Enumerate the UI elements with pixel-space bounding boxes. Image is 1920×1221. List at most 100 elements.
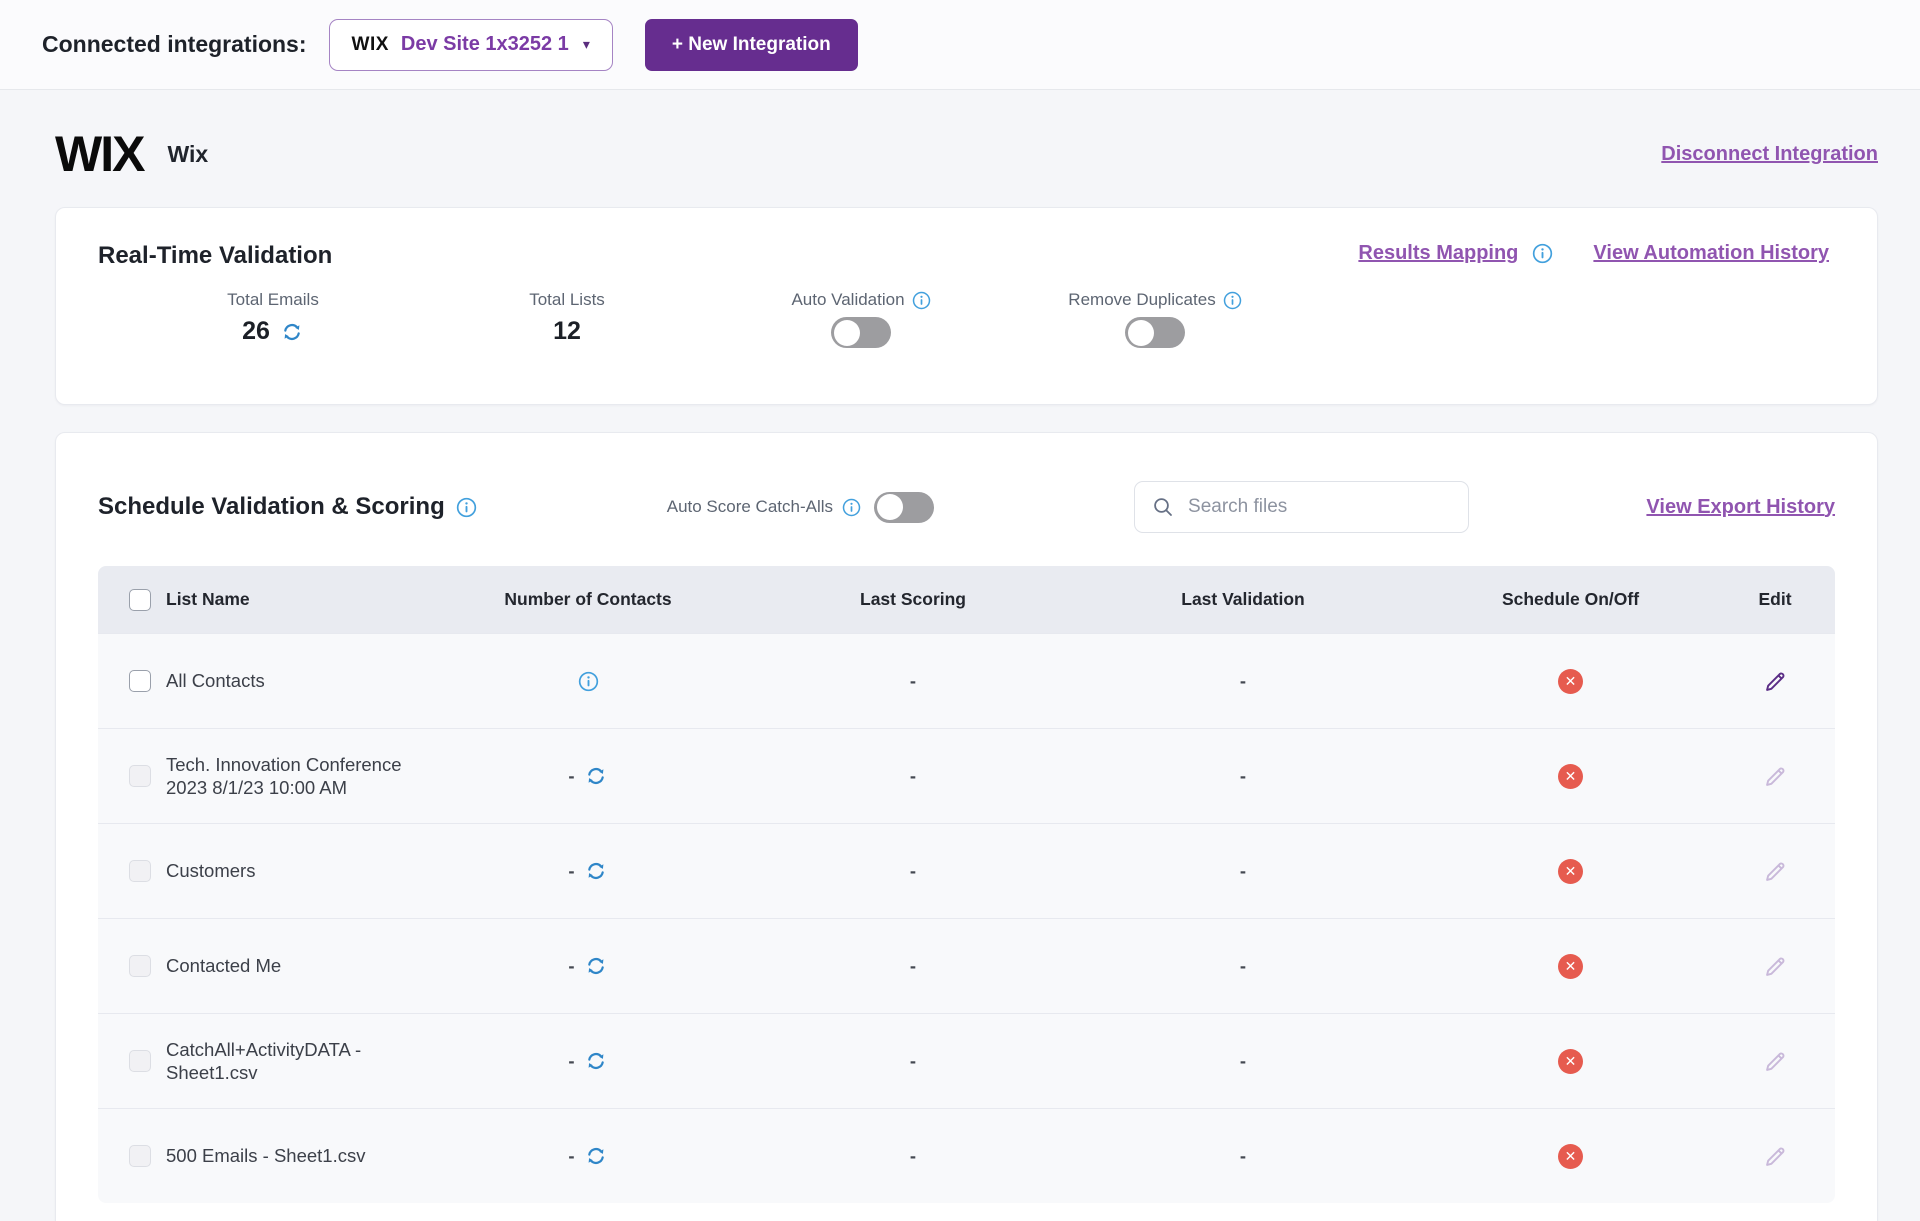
topbar: Connected integrations: WIX Dev Site 1x3… [0,0,1920,90]
integration-dropdown[interactable]: WIX Dev Site 1x3252 1 ▾ [328,18,613,71]
last-scoring-value: - [909,955,917,976]
auto-score-catchalls-toggle[interactable] [874,491,935,523]
last-scoring-value: - [909,670,917,691]
auto-validation-stat: Auto Validation [714,290,1008,353]
last-validation-value: - [1239,670,1247,691]
refresh-emails-icon[interactable] [280,320,304,344]
table-row: CatchAll+ActivityDATA - Sheet1.csv - - -… [98,1013,1835,1108]
chevron-down-icon: ▾ [582,36,590,52]
edit-pencil-icon[interactable] [1762,1143,1789,1170]
schedule-off-icon[interactable]: ✕ [1558,1048,1583,1074]
auto-validation-toggle[interactable] [831,317,891,348]
select-all-checkbox[interactable] [129,588,151,611]
table-row: Contacted Me - - - ✕ [98,918,1835,1013]
contacts-info-icon[interactable] [578,671,599,692]
remove-duplicates-stat: Remove Duplicates [1008,290,1302,353]
refresh-contacts-icon[interactable] [584,954,608,978]
col-list-name: List Name [166,589,250,609]
wix-logo: WIX [55,126,145,182]
refresh-contacts-icon[interactable] [584,1049,608,1073]
edit-pencil-icon[interactable] [1762,668,1789,695]
refresh-contacts-icon[interactable] [584,764,608,788]
list-name: Tech. Innovation Conference [166,753,402,775]
schedule-off-icon[interactable]: ✕ [1558,858,1583,884]
schedule-off-icon[interactable]: ✕ [1558,763,1583,789]
remove-duplicates-label: Remove Duplicates [1068,290,1216,309]
total-lists-stat: Total Lists 12 [420,290,714,353]
schedule-title-info-icon[interactable] [456,497,477,518]
contacts-value: - [568,860,575,881]
total-lists-label: Total Lists [529,290,605,309]
list-name: CatchAll+ActivityDATA - [166,1038,362,1060]
list-name-line2: 2023 8/1/23 10:00 AM [166,777,348,798]
total-emails-stat: Total Emails 26 [126,290,420,353]
edit-pencil-icon[interactable] [1762,953,1789,980]
edit-pencil-icon[interactable] [1762,763,1789,790]
total-lists-value: 12 [553,317,581,345]
search-files-box[interactable] [1134,481,1470,533]
contacts-value: - [568,765,575,786]
last-scoring-value: - [909,1050,917,1071]
remove-duplicates-info-icon[interactable] [1223,291,1242,310]
contacts-value: - [568,1050,575,1071]
auto-score-catchalls-label: Auto Score Catch-Alls [666,497,834,516]
table-row: Customers - - - ✕ [98,823,1835,918]
search-files-input[interactable] [1188,496,1453,518]
schedule-off-icon[interactable]: ✕ [1558,668,1583,694]
row-checkbox[interactable] [129,1145,151,1167]
schedule-off-icon[interactable]: ✕ [1558,953,1583,979]
results-mapping-info-icon[interactable] [1532,243,1553,264]
schedule-validation-card: Schedule Validation & Scoring Auto Score… [55,432,1878,1221]
table-header-row: List Name Number of Contacts Last Scorin… [98,566,1835,633]
row-checkbox[interactable] [129,860,151,882]
connected-integrations-label: Connected integrations: [42,31,307,57]
col-last-scoring: Last Scoring [860,589,966,609]
last-validation-value: - [1239,765,1247,786]
row-checkbox[interactable] [129,1050,151,1072]
last-validation-value: - [1239,955,1247,976]
col-last-validation: Last Validation [1181,589,1305,609]
schedule-off-icon[interactable]: ✕ [1558,1143,1583,1169]
results-mapping-link[interactable]: Results Mapping [1358,242,1519,264]
list-name: All Contacts [166,670,265,692]
view-export-history-link[interactable]: View Export History [1646,495,1835,518]
integration-header: WIX Wix Disconnect Integration [55,128,1878,180]
auto-validation-label: Auto Validation [791,290,905,309]
last-validation-value: - [1239,860,1247,881]
total-emails-label: Total Emails [227,290,319,309]
lists-table: List Name Number of Contacts Last Scorin… [98,566,1835,1203]
search-icon [1151,495,1175,519]
col-schedule-on-off: Schedule On/Off [1501,589,1640,609]
auto-score-catchalls-info-icon[interactable] [842,498,861,517]
edit-pencil-icon[interactable] [1762,858,1789,885]
list-name: Customers [166,860,256,882]
last-scoring-value: - [909,765,917,786]
remove-duplicates-toggle[interactable] [1125,317,1185,348]
last-validation-value: - [1239,1145,1247,1166]
list-name: Contacted Me [166,955,282,977]
last-validation-value: - [1239,1050,1247,1071]
contacts-value: - [568,1145,575,1166]
last-scoring-value: - [909,860,917,881]
refresh-contacts-icon[interactable] [584,1144,608,1168]
last-scoring-value: - [909,1145,917,1166]
col-edit: Edit [1758,589,1792,609]
disconnect-integration-link[interactable]: Disconnect Integration [1661,142,1878,165]
row-checkbox[interactable] [129,670,151,692]
integration-dropdown-value: Dev Site 1x3252 1 [400,33,569,55]
new-integration-button[interactable]: + New Integration [644,18,858,71]
row-checkbox[interactable] [129,765,151,787]
refresh-contacts-icon[interactable] [584,859,608,883]
row-checkbox[interactable] [129,955,151,977]
table-row: 500 Emails - Sheet1.csv - - - ✕ [98,1108,1835,1203]
realtime-validation-card: Real-Time Validation Results Mapping Vie… [55,207,1878,405]
view-automation-history-link[interactable]: View Automation History [1593,242,1829,264]
total-emails-value: 26 [242,317,270,345]
table-row: Tech. Innovation Conference 2023 8/1/23 … [98,728,1835,823]
integration-name: Wix [167,140,209,167]
auto-validation-info-icon[interactable] [912,291,931,310]
edit-pencil-icon[interactable] [1762,1048,1789,1075]
col-number-of-contacts: Number of Contacts [504,589,672,609]
realtime-card-title: Real-Time Validation [98,242,333,269]
list-name: 500 Emails - Sheet1.csv [166,1145,366,1167]
